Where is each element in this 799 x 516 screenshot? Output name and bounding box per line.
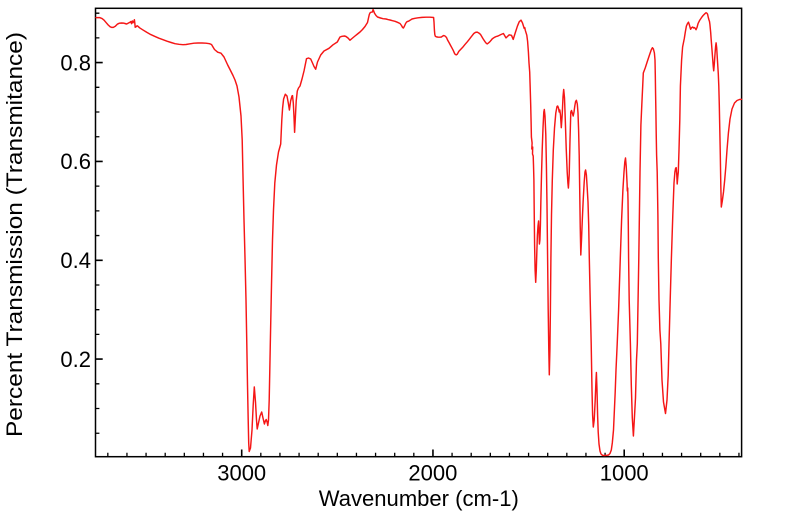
svg-text:Percent Transmission (Transmit: Percent Transmission (Transmitance) xyxy=(2,32,27,437)
svg-text:0.2: 0.2 xyxy=(60,347,91,372)
svg-text:2000: 2000 xyxy=(408,461,457,486)
svg-text:1000: 1000 xyxy=(600,461,649,486)
svg-text:Wavenumber (cm-1): Wavenumber (cm-1) xyxy=(319,486,519,511)
svg-text:0.6: 0.6 xyxy=(60,149,91,174)
svg-text:3000: 3000 xyxy=(217,461,266,486)
svg-text:0.4: 0.4 xyxy=(60,248,91,273)
svg-text:0.8: 0.8 xyxy=(60,50,91,75)
